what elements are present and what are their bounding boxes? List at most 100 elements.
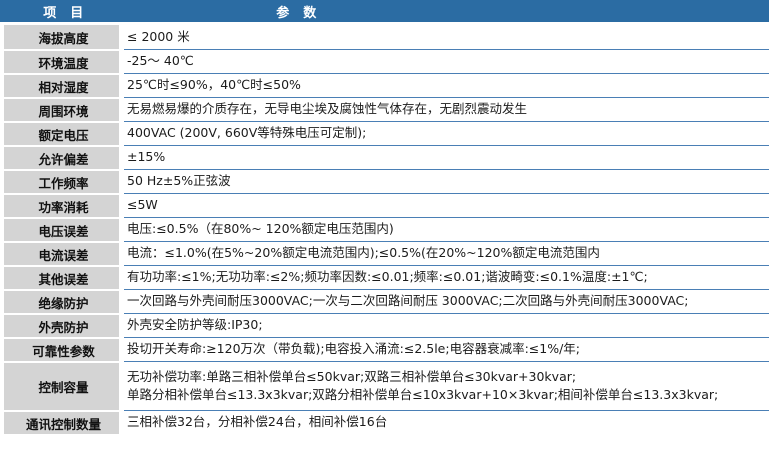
row-value-line: 无功补偿功率:单路三相补偿单台≤50kvar;双路三相补偿单台≤30kvar+3… xyxy=(127,368,577,384)
row-label-cell: 周围环境 xyxy=(4,97,119,121)
row-column-gap xyxy=(119,193,124,217)
row-value-line: 有功功率:≤1%;无功功率:≤2%;频功率因数:≤0.01;频率:≤0.01;谐… xyxy=(127,269,648,285)
row-label-cell: 电流误差 xyxy=(4,241,119,265)
row-value-cell: 外壳安全防护等级:IP30; xyxy=(124,313,769,337)
row-value-cell: 无易燃易爆的介质存在，无导电尘埃及腐蚀性气体存在，无剧烈震动发生 xyxy=(124,97,769,121)
row-value-line: -25～ 40℃ xyxy=(127,53,194,69)
row-value-cell: ≤ 2000 米 xyxy=(124,25,769,49)
header-row: 项 目 参 数 xyxy=(0,0,769,22)
table-row: 绝缘防护 一次回路与外壳间耐压3000VAC;一次与二次回路间耐压 3000VAC… xyxy=(0,289,769,313)
row-column-gap xyxy=(119,337,124,361)
row-value-line: 外壳安全防护等级:IP30; xyxy=(127,317,263,333)
row-column-gap xyxy=(119,410,124,434)
row-value-line: 投切开关寿命:≥120万次（带负载);电容投入涌流:≤2.5le;电容器衰减率:… xyxy=(127,341,581,357)
row-value-line: 电流：≤1.0%(在5%~20%额定电流范围内);≤0.5%(在20%~120%… xyxy=(127,245,600,261)
row-label-cell: 环境温度 xyxy=(4,49,119,73)
row-column-gap xyxy=(119,313,124,337)
header-cell-item: 项 目 xyxy=(4,0,119,22)
row-column-gap xyxy=(119,241,124,265)
row-left-margin xyxy=(0,410,4,434)
row-value-cell: -25～ 40℃ xyxy=(124,49,769,73)
row-column-gap xyxy=(119,121,124,145)
table-row: 通讯控制数量 三相补偿32台，分相补偿24台，相间补偿16台 xyxy=(0,410,769,434)
row-value-cell: 有功功率:≤1%;无功功率:≤2%;频功率因数:≤0.01;频率:≤0.01;谐… xyxy=(124,265,769,289)
row-value-cell: 电压:≤0.5%（在80%~ 120%额定电压范围内) xyxy=(124,217,769,241)
row-column-gap xyxy=(119,145,124,169)
row-value-line: 25℃时≤90%，40℃时≤50% xyxy=(127,77,301,93)
row-column-gap xyxy=(119,361,124,410)
row-label-cell: 工作频率 xyxy=(4,169,119,193)
row-value-line: 三相补偿32台，分相补偿24台，相间补偿16台 xyxy=(127,414,388,430)
row-label-cell: 外壳防护 xyxy=(4,313,119,337)
specification-table: 项 目 参 数 海拔高度 ≤ 2000 米环境温度 -25～ 40℃ 相对湿度 25℃时… xyxy=(0,0,769,434)
row-left-margin xyxy=(0,169,4,193)
row-value-cell: 无功补偿功率:单路三相补偿单台≤50kvar;双路三相补偿单台≤30kvar+3… xyxy=(124,361,769,410)
row-left-margin xyxy=(0,241,4,265)
row-column-gap xyxy=(119,289,124,313)
header-gap xyxy=(0,22,769,25)
row-value-cell: ±15% xyxy=(124,145,769,169)
row-value-line: 单路分相补偿单台≤13.3x3kvar;双路分相补偿单台≤10x3kvar+10… xyxy=(127,387,719,402)
row-column-gap xyxy=(119,217,124,241)
row-value-line: 400VAC (200V, 660V等特殊电压可定制); xyxy=(127,125,367,141)
table-header: 项 目 参 数 xyxy=(0,0,769,25)
table-body: 海拔高度 ≤ 2000 米环境温度 -25～ 40℃ 相对湿度 25℃时≤90%，40℃… xyxy=(0,25,769,434)
row-value-cell: 25℃时≤90%，40℃时≤50% xyxy=(124,73,769,97)
row-column-gap xyxy=(119,49,124,73)
table-row: 其他误差 有功功率:≤1%;无功功率:≤2%;频功率因数:≤0.01;频率:≤0.… xyxy=(0,265,769,289)
row-left-margin xyxy=(0,289,4,313)
row-left-margin xyxy=(0,25,4,49)
row-label-cell: 其他误差 xyxy=(4,265,119,289)
row-value-line: 一次回路与外壳间耐压3000VAC;一次与二次回路间耐压 3000VAC;二次回… xyxy=(127,293,689,309)
row-left-margin xyxy=(0,73,4,97)
table-row: 工作频率 50 Hz±5%正弦波 xyxy=(0,169,769,193)
header-cell-parameter: 参 数 xyxy=(124,0,769,22)
row-left-margin xyxy=(0,265,4,289)
row-value-line: 电压:≤0.5%（在80%~ 120%额定电压范围内) xyxy=(127,221,394,237)
row-label-cell: 功率消耗 xyxy=(4,193,119,217)
row-value-line: ±15% xyxy=(127,149,166,165)
row-label-cell: 相对湿度 xyxy=(4,73,119,97)
table-row: 允许偏差 ±15% xyxy=(0,145,769,169)
table-row: 海拔高度 ≤ 2000 米 xyxy=(0,25,769,49)
row-left-margin xyxy=(0,361,4,410)
row-label-cell: 可靠性参数 xyxy=(4,337,119,361)
header-left-edge xyxy=(0,0,4,22)
row-column-gap xyxy=(119,73,124,97)
row-left-margin xyxy=(0,193,4,217)
row-column-gap xyxy=(119,97,124,121)
table-row: 相对湿度 25℃时≤90%，40℃时≤50% xyxy=(0,73,769,97)
table-row: 可靠性参数 投切开关寿命:≥120万次（带负载);电容投入涌流:≤2.5le;电容… xyxy=(0,337,769,361)
row-value-cell: 400VAC (200V, 660V等特殊电压可定制); xyxy=(124,121,769,145)
table-row: 电压误差 电压:≤0.5%（在80%~ 120%额定电压范围内) xyxy=(0,217,769,241)
row-value-cell: 三相补偿32台，分相补偿24台，相间补偿16台 xyxy=(124,410,769,434)
row-label-cell: 海拔高度 xyxy=(4,25,119,49)
row-value-line: 无易燃易爆的介质存在，无导电尘埃及腐蚀性气体存在，无剧烈震动发生 xyxy=(127,101,528,117)
row-left-margin xyxy=(0,97,4,121)
table-row: 控制容量 无功补偿功率:单路三相补偿单台≤50kvar;双路三相补偿单台≤30kv… xyxy=(0,361,769,410)
row-label-cell: 额定电压 xyxy=(4,121,119,145)
row-value-cell: 一次回路与外壳间耐压3000VAC;一次与二次回路间耐压 3000VAC;二次回… xyxy=(124,289,769,313)
header-gap-cell xyxy=(0,22,769,25)
row-column-gap xyxy=(119,265,124,289)
row-value-line: ≤ 2000 米 xyxy=(127,28,190,44)
row-value-cell: 电流：≤1.0%(在5%~20%额定电流范围内);≤0.5%(在20%~120%… xyxy=(124,241,769,265)
header-column-separator xyxy=(119,0,124,22)
row-value-line: 50 Hz±5%正弦波 xyxy=(127,173,231,189)
row-column-gap xyxy=(119,169,124,193)
table-row: 额定电压 400VAC (200V, 660V等特殊电压可定制); xyxy=(0,121,769,145)
row-value-line: ≤5W xyxy=(127,197,158,213)
table-row: 周围环境 无易燃易爆的介质存在，无导电尘埃及腐蚀性气体存在，无剧烈震动发生 xyxy=(0,97,769,121)
row-value-cell: 投切开关寿命:≥120万次（带负载);电容投入涌流:≤2.5le;电容器衰减率:… xyxy=(124,337,769,361)
table-row: 电流误差 电流：≤1.0%(在5%~20%额定电流范围内);≤0.5%(在20%~… xyxy=(0,241,769,265)
row-left-margin xyxy=(0,313,4,337)
row-value-cell: ≤5W xyxy=(124,193,769,217)
row-column-gap xyxy=(119,25,124,49)
row-label-cell: 允许偏差 xyxy=(4,145,119,169)
table-row: 外壳防护 外壳安全防护等级:IP30; xyxy=(0,313,769,337)
row-label-cell: 通讯控制数量 xyxy=(4,410,119,434)
row-label-cell: 控制容量 xyxy=(4,361,119,410)
row-label-cell: 电压误差 xyxy=(4,217,119,241)
table-row: 功率消耗 ≤5W xyxy=(0,193,769,217)
row-left-margin xyxy=(0,49,4,73)
